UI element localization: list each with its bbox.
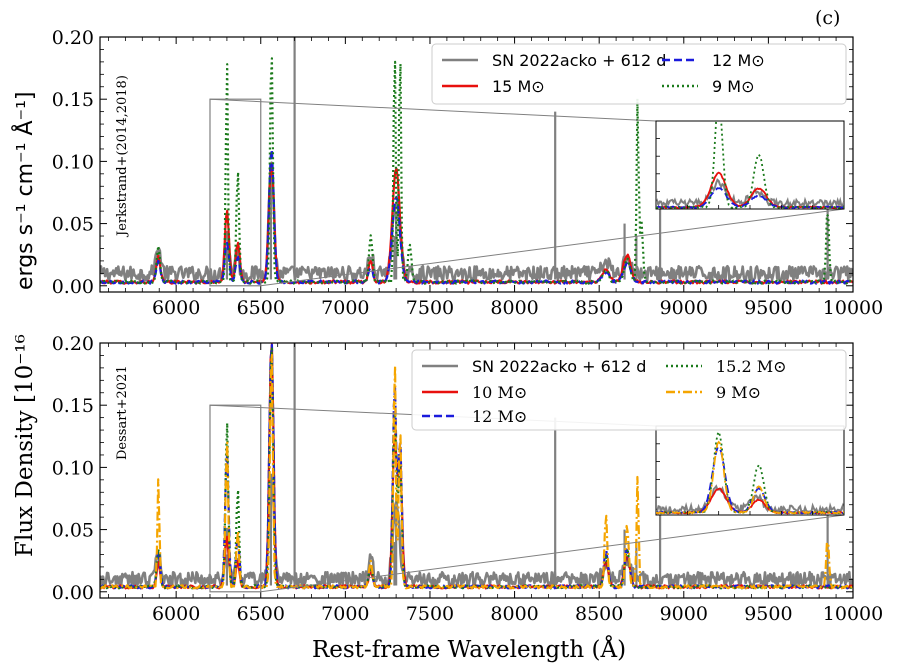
- x-tick-label: 8500: [575, 297, 623, 319]
- y-tick-label: 0.20: [52, 27, 94, 49]
- legend-label-0: SN 2022acko + 612 d: [492, 51, 666, 70]
- y-tick-label: 0.15: [52, 89, 94, 111]
- spectrum-panel-upper: 6000 6500 7000 7500 8000 8500 9000 9500 10000 0.0…: [52, 27, 884, 319]
- plot-frame: [99, 342, 854, 599]
- zoom-connector: [260, 514, 845, 593]
- legend-label-0: SN 2022acko + 612 d: [472, 357, 646, 376]
- series-group: [100, 37, 853, 285]
- x-tick-label: 7000: [321, 603, 369, 625]
- y-tick-label: 0.00: [52, 276, 94, 298]
- legend-label-1: 15 M⊙: [492, 77, 545, 96]
- x-tick-label: 10000: [823, 297, 883, 319]
- y-axis-title-upper: ergs s⁻¹ cm⁻¹ Å⁻¹]: [11, 91, 38, 290]
- inset-frame: [655, 120, 845, 210]
- x-tick-label: 8000: [490, 603, 538, 625]
- x-tick-label: 8500: [575, 603, 623, 625]
- legend-label-2: 12 M⊙: [712, 51, 765, 70]
- y-tick-label: 0.10: [52, 457, 94, 479]
- series-group: [100, 343, 853, 590]
- y-tick-label: 0.15: [52, 395, 94, 417]
- panel-label: (c): [815, 7, 840, 29]
- x-tick-label: 9000: [660, 297, 708, 319]
- series-line-4: [100, 353, 853, 590]
- x-tick-label: 9500: [744, 297, 792, 319]
- legend-label-1: 10 M⊙: [472, 383, 527, 402]
- x-tick-label: 9500: [744, 603, 792, 625]
- y-tick-label: 0.05: [52, 520, 94, 542]
- model-reference-upper: Jerkstrand+(2014,2018): [115, 75, 130, 238]
- spectrum-panel-lower: 6000 6500 7000 7500 8000 8500 9000 9500 10000 0.0…: [52, 333, 884, 625]
- zoom-region-box: [209, 98, 262, 287]
- legend-label-3: 15.2 M⊙: [716, 357, 787, 376]
- x-tick-label: 7500: [406, 297, 454, 319]
- y-tick-label: 0.00: [52, 582, 94, 604]
- zoom-connector: [209, 98, 657, 122]
- legend-label-2: 12 M⊙: [472, 407, 527, 426]
- series-line-1: [100, 162, 853, 285]
- x-tick-label: 8000: [490, 297, 538, 319]
- zoom-region-box: [209, 404, 262, 593]
- y-axis-title-lower: Flux Density [10⁻¹⁶: [12, 334, 38, 557]
- legend-frame: [431, 43, 847, 105]
- inset-plot: [655, 425, 845, 516]
- x-tick-label: 7000: [321, 297, 369, 319]
- y-tick-label: 0.10: [52, 151, 94, 173]
- inset-plot: [655, 120, 845, 210]
- y-tick-label: 0.05: [52, 214, 94, 236]
- legend: SN 2022acko + 612 d 10 M⊙ 12 M⊙ 15.2 M⊙ 9 M⊙: [411, 349, 847, 431]
- series-line-3: [100, 57, 853, 285]
- zoom-connector: [260, 208, 845, 287]
- plot-frame: [99, 36, 854, 293]
- x-tick-label: 10000: [823, 603, 883, 625]
- legend: SN 2022acko + 612 d 15 M⊙ 12 M⊙ 9 M⊙: [431, 43, 847, 105]
- x-tick-label: 9000: [660, 603, 708, 625]
- x-tick-label: 6000: [152, 297, 200, 319]
- x-tick-label: 6500: [237, 603, 285, 625]
- x-axis-title: Rest-frame Wavelength (Å): [312, 635, 626, 663]
- y-tick-label: 0.20: [52, 333, 94, 355]
- x-tick-label: 6000: [152, 603, 200, 625]
- model-reference-lower: Dessart+2021: [115, 365, 130, 460]
- legend-label-3: 9 M⊙: [712, 77, 754, 96]
- legend-label-4: 9 M⊙: [716, 383, 761, 402]
- legend-frame: [411, 349, 847, 431]
- x-tick-label: 7500: [406, 603, 454, 625]
- x-tick-label: 6500: [237, 297, 285, 319]
